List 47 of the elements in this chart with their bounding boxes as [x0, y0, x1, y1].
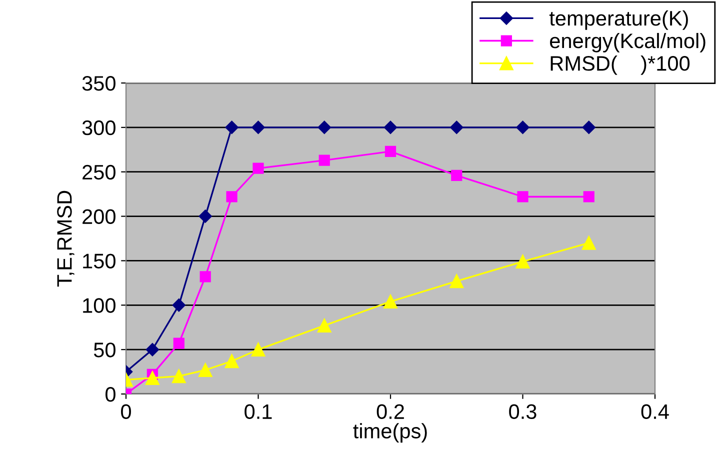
- point: [582, 120, 596, 134]
- point: [226, 191, 238, 202]
- point: [252, 162, 264, 174]
- point: [146, 371, 160, 385]
- y-tick-label: 0: [106, 387, 116, 402]
- point: [384, 294, 398, 309]
- point: [516, 120, 530, 134]
- point: [251, 342, 266, 357]
- point: [384, 146, 396, 157]
- y-tick-label: 300: [82, 120, 116, 136]
- x-tick-label: 0.2: [376, 404, 404, 420]
- legend-label: energy(Kcal/mol): [550, 32, 706, 52]
- legend-label: RMSD( )*100: [550, 56, 690, 75]
- point: [252, 120, 265, 134]
- point: [517, 191, 528, 202]
- point: [172, 298, 186, 312]
- x-tick-label: 0.4: [641, 404, 669, 420]
- y-tick-label: 100: [83, 298, 116, 313]
- point: [450, 274, 464, 288]
- y-axis-title: T,E,RMSD: [57, 190, 74, 287]
- point: [173, 338, 184, 349]
- point: [198, 210, 212, 223]
- point: [225, 120, 238, 134]
- x-tick-label: 0.3: [509, 404, 536, 420]
- y-tick-label: 200: [82, 209, 116, 224]
- point: [200, 271, 211, 282]
- point: [172, 369, 186, 384]
- point: [450, 120, 464, 134]
- point: [224, 354, 239, 368]
- point: [384, 120, 398, 134]
- point: [318, 120, 331, 134]
- x-tick-label: 0.1: [244, 404, 272, 420]
- y-tick-label: 250: [82, 164, 116, 180]
- y-tick-label: 150: [83, 254, 116, 268]
- point: [317, 318, 332, 333]
- y-tick-label: 50: [94, 342, 116, 358]
- x-tick-label: 0: [121, 404, 131, 420]
- point: [583, 191, 594, 202]
- point: [318, 154, 330, 166]
- point: [516, 254, 530, 269]
- legend-label: temperature(K): [549, 10, 688, 30]
- point: [582, 236, 596, 250]
- y-tick-label: 350: [82, 76, 116, 91]
- x-axis-title: time(ps): [353, 423, 427, 443]
- point: [198, 363, 212, 377]
- point: [451, 170, 462, 181]
- point: [146, 342, 160, 356]
